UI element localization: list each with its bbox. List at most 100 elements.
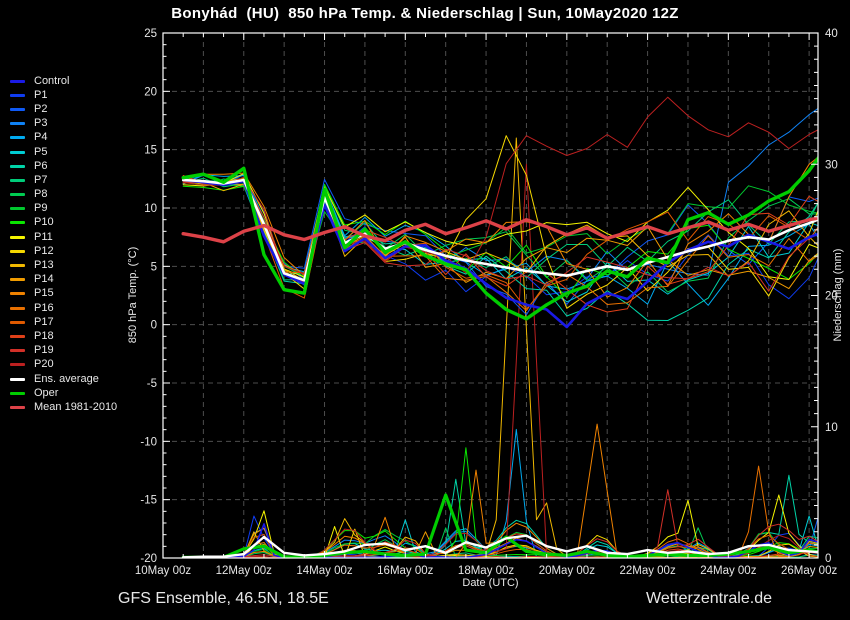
legend-swatch xyxy=(10,235,25,239)
svg-text:22May 00z: 22May 00z xyxy=(619,565,676,577)
legend-item: P2 xyxy=(10,102,117,116)
legend-swatch xyxy=(10,377,25,381)
svg-text:30: 30 xyxy=(825,159,838,171)
legend-item: P17 xyxy=(10,315,117,329)
legend-label: P8 xyxy=(34,188,48,201)
legend-item: Mean 1981-2010 xyxy=(10,400,117,414)
legend-label: P4 xyxy=(34,131,48,144)
legend-label: P9 xyxy=(34,202,48,215)
svg-text:10May 00z: 10May 00z xyxy=(135,565,192,577)
legend-item: P3 xyxy=(10,117,117,131)
legend-swatch xyxy=(10,363,25,367)
legend-item: Oper xyxy=(10,386,117,400)
legend-label: Oper xyxy=(34,386,59,399)
legend-swatch xyxy=(10,249,25,253)
svg-text:18May 00z: 18May 00z xyxy=(458,565,515,577)
legend-label: Ens. average xyxy=(34,372,99,385)
svg-text:16May 00z: 16May 00z xyxy=(377,565,434,577)
legend-item: P4 xyxy=(10,131,117,145)
legend-item: P15 xyxy=(10,287,117,301)
legend-swatch xyxy=(10,207,25,211)
legend-item: P9 xyxy=(10,202,117,216)
legend-label: Mean 1981-2010 xyxy=(34,400,118,413)
svg-text:26May 00z: 26May 00z xyxy=(781,565,838,577)
legend-item: P16 xyxy=(10,301,117,315)
legend-item: P20 xyxy=(10,358,117,372)
svg-text:10: 10 xyxy=(825,422,838,434)
legend-swatch xyxy=(10,79,25,83)
legend-item: P18 xyxy=(10,329,117,343)
footer-model-info: GFS Ensemble, 46.5N, 18.5E xyxy=(118,590,329,607)
footer-site-credit: Wetterzentrale.de xyxy=(646,590,772,607)
legend-item: P6 xyxy=(10,159,117,173)
legend-swatch xyxy=(10,122,25,126)
legend-swatch xyxy=(10,320,25,324)
svg-text:-5: -5 xyxy=(147,378,157,390)
legend-item: P12 xyxy=(10,244,117,258)
legend-item: P1 xyxy=(10,88,117,102)
legend-swatch xyxy=(10,278,25,282)
legend-swatch xyxy=(10,264,25,268)
legend-label: P20 xyxy=(34,358,54,371)
svg-text:0: 0 xyxy=(825,553,831,565)
legend-item: P14 xyxy=(10,273,117,287)
legend-swatch xyxy=(10,221,25,225)
svg-text:-20: -20 xyxy=(140,553,157,565)
svg-text:20: 20 xyxy=(144,86,157,98)
legend-label: P15 xyxy=(34,287,54,300)
legend-swatch xyxy=(10,136,25,140)
legend-swatch xyxy=(10,164,25,168)
svg-text:25: 25 xyxy=(144,28,157,40)
legend-item: P11 xyxy=(10,230,117,244)
legend-label: P10 xyxy=(34,216,54,229)
legend-label: P16 xyxy=(34,301,54,314)
legend-label: Control xyxy=(34,74,70,87)
legend-swatch xyxy=(10,349,25,353)
svg-text:20: 20 xyxy=(825,291,838,303)
svg-text:10: 10 xyxy=(144,203,157,215)
legend-label: P19 xyxy=(34,344,54,357)
legend-swatch xyxy=(10,150,25,154)
legend-item: P8 xyxy=(10,188,117,202)
legend-swatch xyxy=(10,107,25,111)
legend-swatch xyxy=(10,292,25,296)
x-axis-label: Date (UTC) xyxy=(462,577,519,589)
legend-swatch xyxy=(10,93,25,97)
legend-swatch xyxy=(10,306,25,310)
legend-label: P18 xyxy=(34,329,54,342)
legend-label: P3 xyxy=(34,117,48,130)
svg-text:5: 5 xyxy=(151,261,157,273)
legend-item: P13 xyxy=(10,258,117,272)
svg-text:12May 00z: 12May 00z xyxy=(216,565,273,577)
svg-text:24May 00z: 24May 00z xyxy=(700,565,757,577)
legend-label: P17 xyxy=(34,315,54,328)
ensemble-legend: Control P1 P2 P3 P4 P5 P6 P7 P8 P9 P10 P11 P12 P13 P14… xyxy=(10,74,117,415)
svg-text:40: 40 xyxy=(825,28,838,40)
svg-text:-10: -10 xyxy=(140,436,157,448)
legend-swatch xyxy=(10,391,25,395)
legend-item: Control xyxy=(10,74,117,88)
legend-swatch xyxy=(10,178,25,182)
legend-item: Ens. average xyxy=(10,372,117,386)
legend-label: P13 xyxy=(34,259,54,272)
legend-label: P5 xyxy=(34,145,48,158)
svg-text:15: 15 xyxy=(144,145,157,157)
legend-swatch xyxy=(10,193,25,197)
legend-item: P5 xyxy=(10,145,117,159)
chart-title: Bonyhád (HU) 850 hPa Temp. & Niederschla… xyxy=(171,5,679,22)
legend-item: P7 xyxy=(10,173,117,187)
legend-label: P12 xyxy=(34,244,54,257)
legend-swatch xyxy=(10,334,25,338)
axis-tick-labels: 10May 00z 12May 00z 14May 00z 16May 00z 18Ma… xyxy=(135,28,838,577)
svg-text:-15: -15 xyxy=(140,495,157,507)
legend-label: P6 xyxy=(34,159,48,172)
legend-label: P11 xyxy=(34,230,53,243)
svg-text:20May 00z: 20May 00z xyxy=(539,565,596,577)
legend-label: P1 xyxy=(34,88,48,101)
legend-item: P10 xyxy=(10,216,117,230)
svg-text:14May 00z: 14May 00z xyxy=(296,565,353,577)
legend-label: P14 xyxy=(34,273,54,286)
legend-swatch xyxy=(10,405,25,409)
